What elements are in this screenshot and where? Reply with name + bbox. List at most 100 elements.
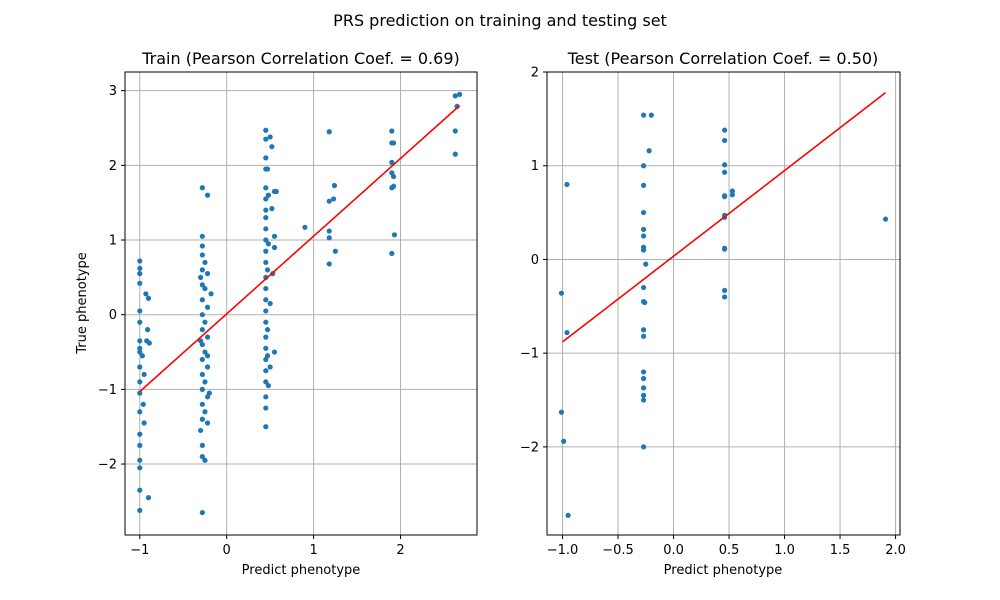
train-data-point xyxy=(263,405,269,411)
train-data-point xyxy=(202,379,208,385)
test-y-tick-label: 0 xyxy=(531,253,539,268)
train-data-point xyxy=(199,252,205,258)
test-x-tick-label: −0.5 xyxy=(602,543,634,558)
train-data-point xyxy=(208,291,214,297)
test-x-tick-label: −1.0 xyxy=(547,543,579,558)
train-data-point xyxy=(263,394,269,400)
train-data-point xyxy=(202,285,208,292)
train-y-tick-label: −2 xyxy=(98,458,117,473)
train-y-tick-label: 1 xyxy=(109,234,117,249)
train-data-point xyxy=(139,353,145,359)
test-data-point xyxy=(640,397,647,403)
train-data-point xyxy=(199,243,205,249)
train-data-point xyxy=(267,300,273,307)
train-data-point xyxy=(199,356,205,363)
test-axes-frame xyxy=(546,71,901,536)
test-data-point xyxy=(640,182,647,189)
train-data-point xyxy=(264,166,271,172)
train-y-tick-label: 0 xyxy=(109,308,117,323)
train-data-point xyxy=(326,235,332,241)
test-data-point xyxy=(640,369,647,375)
train-data-point xyxy=(326,261,332,267)
test-data-point xyxy=(722,246,728,252)
train-data-point xyxy=(204,334,211,340)
train-data-point xyxy=(267,364,273,370)
train-data-point xyxy=(264,267,271,273)
train-data-point xyxy=(145,295,152,301)
test-data-point xyxy=(646,148,652,154)
test-x-tick-label: 1.0 xyxy=(774,543,795,558)
train-panel-title: Train (Pearson Correlation Coef. = 0.69) xyxy=(141,49,460,68)
train-data-point xyxy=(263,334,269,340)
train-data-point xyxy=(452,151,458,157)
test-regression-line xyxy=(562,91,887,343)
train-data-point xyxy=(137,280,143,286)
train-data-point xyxy=(390,140,397,146)
train-data-point xyxy=(331,182,338,189)
train-data-point xyxy=(263,196,269,202)
test-data-point xyxy=(643,261,649,267)
train-data-point xyxy=(326,198,332,204)
test-data-point xyxy=(558,290,565,296)
train-data-point xyxy=(263,155,269,161)
train-data-point xyxy=(198,338,204,344)
test-x-tick-label: 1.5 xyxy=(830,543,851,558)
train-data-point xyxy=(390,183,397,189)
test-data-point xyxy=(565,512,571,518)
train-data-point xyxy=(452,93,458,99)
train-x-tick-label: −1 xyxy=(130,543,149,558)
train-data-point xyxy=(199,312,205,318)
train-data-point xyxy=(141,420,147,426)
test-data-point xyxy=(729,192,735,198)
train-data-point xyxy=(202,457,208,463)
train-data-point xyxy=(263,136,269,142)
train-data-point xyxy=(202,259,208,266)
test-data-point xyxy=(648,112,654,118)
train-data-point xyxy=(263,185,269,191)
train-regression-line xyxy=(139,105,461,393)
train-data-point xyxy=(330,196,337,202)
test-data-point xyxy=(640,284,647,291)
train-data-point xyxy=(143,291,149,297)
train-data-point xyxy=(326,129,332,135)
test-data-point xyxy=(640,385,647,391)
test-data-point xyxy=(640,163,647,169)
train-data-point xyxy=(202,319,208,325)
train-data-point xyxy=(390,173,397,180)
test-data-point xyxy=(640,333,647,339)
test-data-point xyxy=(722,162,728,168)
figure-title: PRS prediction on training and testing s… xyxy=(333,11,667,30)
train-data-point xyxy=(389,128,395,134)
train-data-point xyxy=(204,304,211,310)
train-y-tick-label: 3 xyxy=(109,84,117,99)
train-data-point xyxy=(137,457,143,463)
train-y-tick-label: −1 xyxy=(98,383,117,398)
test-x-tick-label: 0.0 xyxy=(663,543,684,558)
train-data-point xyxy=(263,259,269,266)
train-data-point xyxy=(457,91,463,98)
train-data-point xyxy=(263,248,269,254)
train-data-point xyxy=(137,442,143,448)
test-data-point xyxy=(564,329,570,336)
train-data-point xyxy=(389,159,395,165)
train-data-point xyxy=(199,509,205,516)
test-data-point xyxy=(642,299,648,306)
train-data-point xyxy=(199,297,205,303)
train-data-point xyxy=(202,349,208,355)
train-data-point xyxy=(206,390,212,396)
test-y-tick-label: −1 xyxy=(520,347,539,362)
test-data-point xyxy=(640,112,647,118)
train-data-point xyxy=(263,379,269,385)
train-data-point xyxy=(137,349,143,355)
test-data-point xyxy=(722,127,728,133)
train-data-point xyxy=(273,188,279,195)
train-y-tick-label: 2 xyxy=(109,159,117,174)
test-data-point xyxy=(722,137,728,144)
train-data-point xyxy=(137,338,143,344)
train-data-point xyxy=(137,258,143,264)
train-data-point xyxy=(264,353,271,359)
train-data-point xyxy=(269,144,275,150)
train-data-point xyxy=(198,427,204,434)
train-data-point xyxy=(199,233,205,239)
